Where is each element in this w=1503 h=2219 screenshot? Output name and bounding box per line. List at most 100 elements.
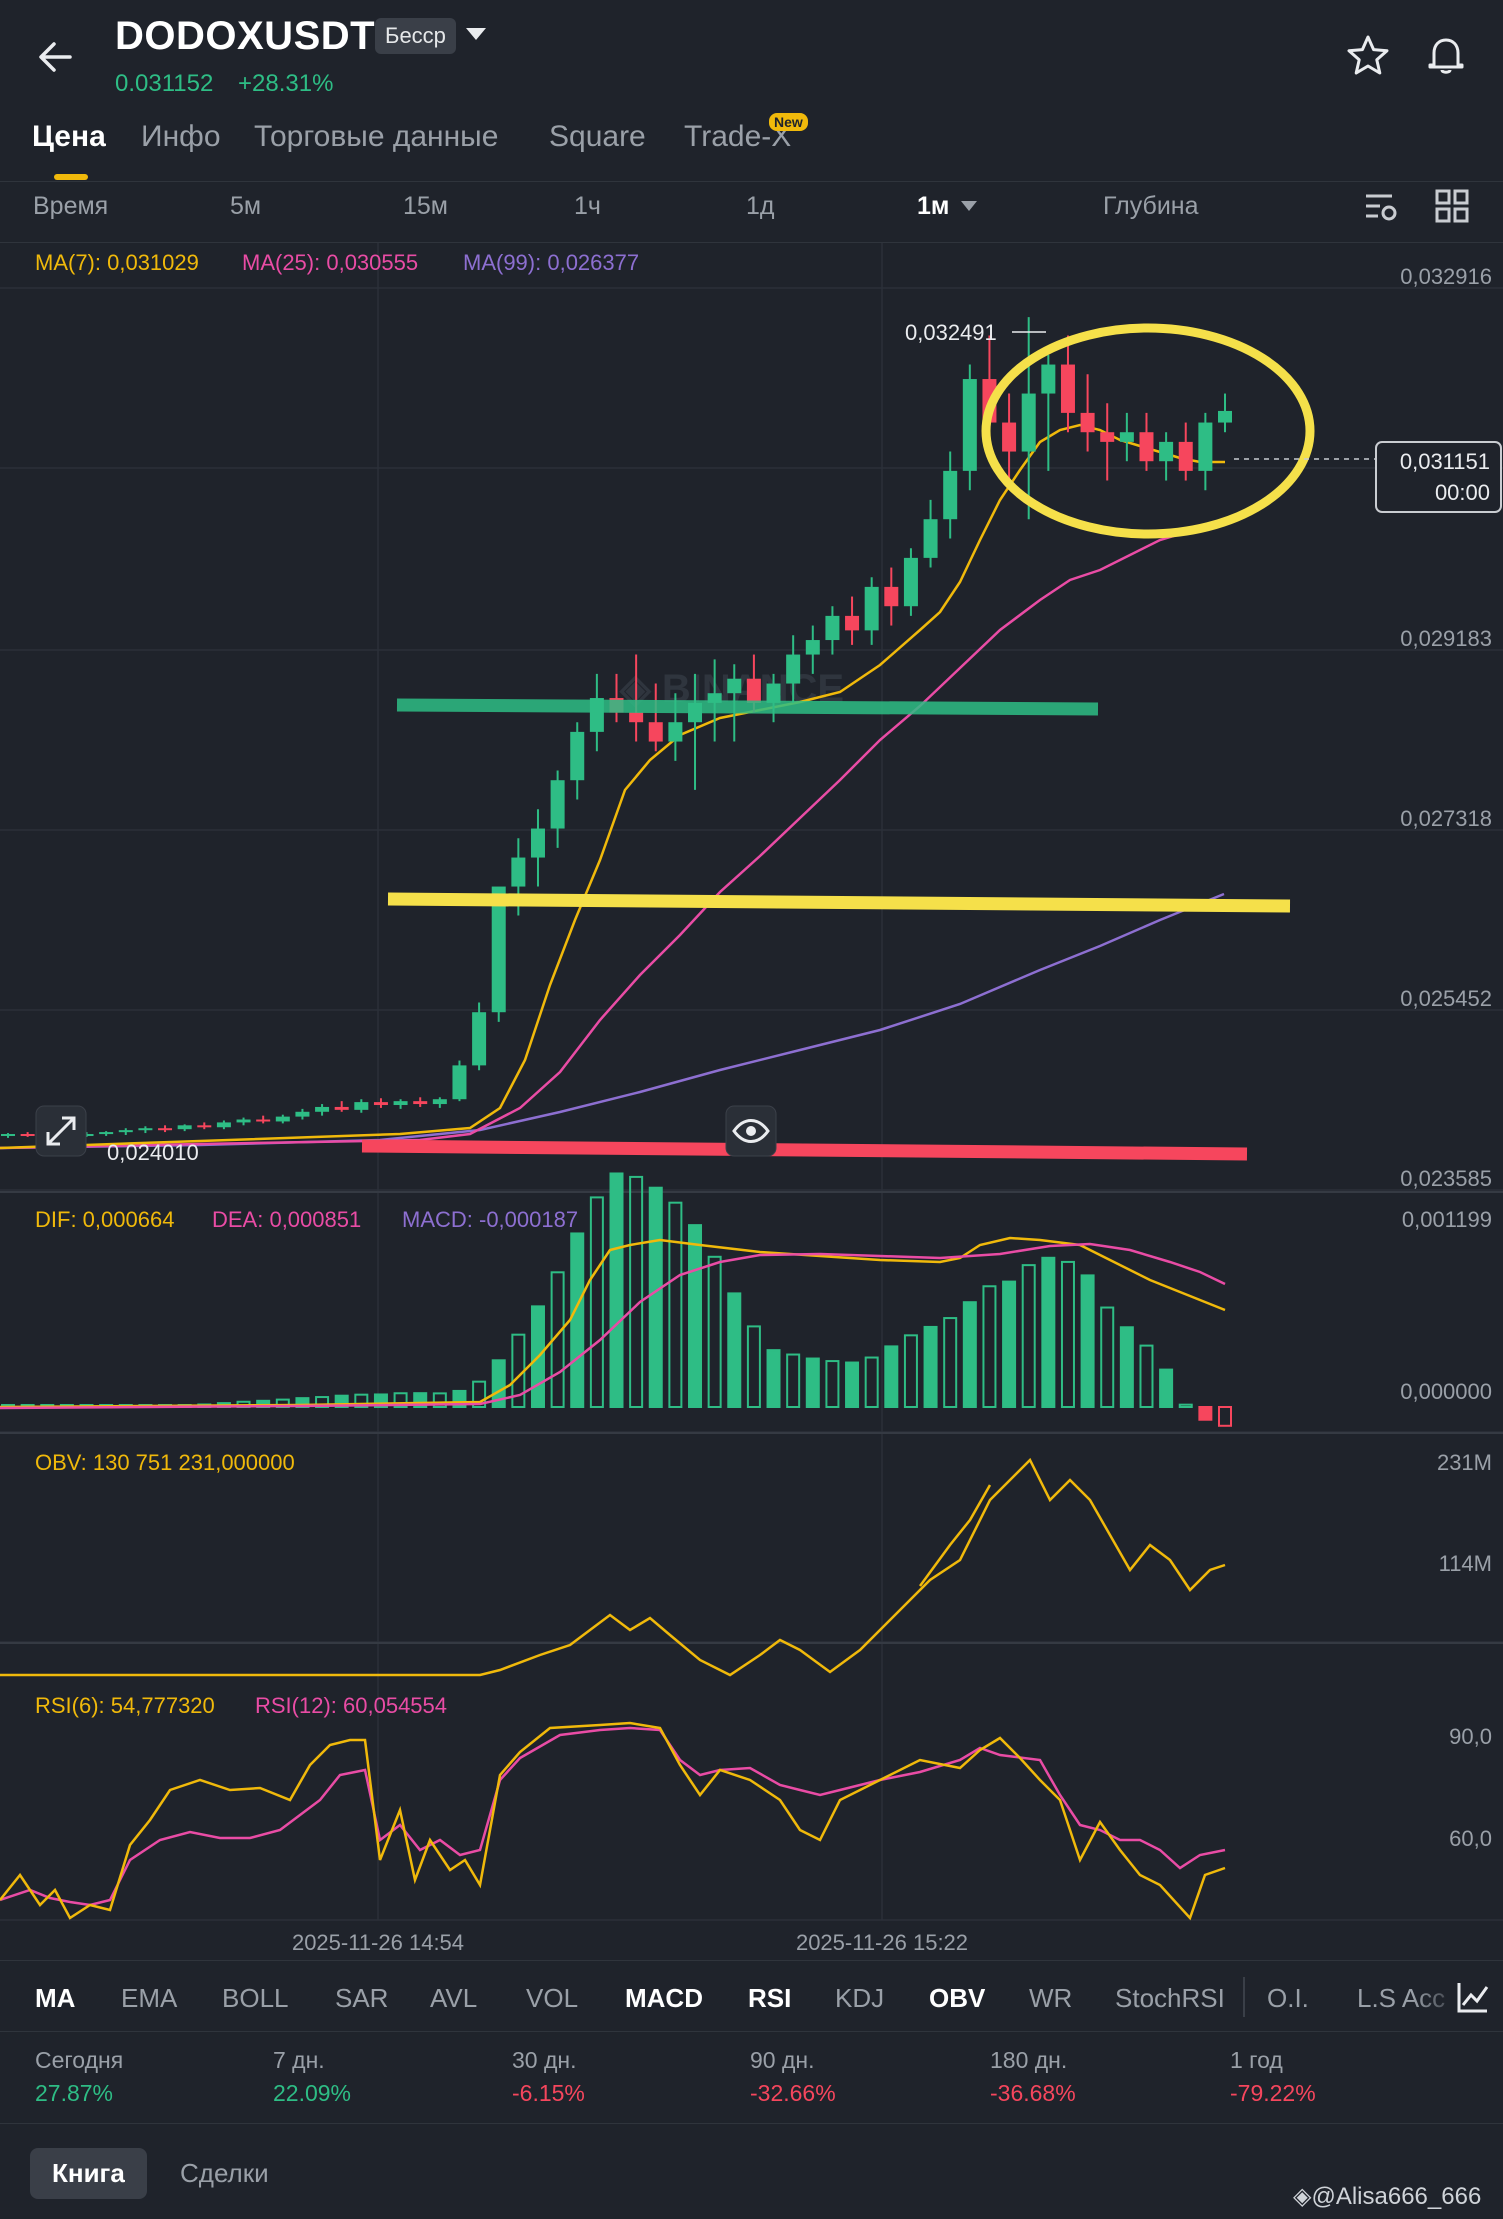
chart-settings-icon[interactable] [1362, 188, 1400, 226]
indicator-macd[interactable]: MACD [625, 1983, 703, 2013]
interval-1m[interactable]: 1м [917, 192, 950, 220]
indicator-ma[interactable]: MA [35, 1983, 76, 2013]
macd-bar [1139, 1344, 1154, 1408]
macd-bar [786, 1353, 801, 1408]
interval-time[interactable]: Время [33, 192, 109, 220]
candle-body [1198, 422, 1213, 471]
macd-histogram [1, 1172, 1232, 1427]
last-price: 0.031152 [115, 70, 214, 97]
candle-body [472, 1012, 487, 1066]
macd-bar [982, 1285, 997, 1409]
indicator-stochrsi[interactable]: StochRSI [1115, 1983, 1225, 2013]
interval-depth[interactable]: Глубина [1103, 192, 1199, 220]
eye-icon[interactable] [725, 1105, 777, 1157]
macd-bar [825, 1360, 840, 1408]
tab-trades[interactable]: Сделки [180, 2158, 269, 2188]
perf-label-today: Сегодня [35, 2047, 124, 2073]
candle-body [786, 654, 801, 684]
tab-square[interactable]: Square [549, 120, 646, 153]
perf-label-1y: 1 год [1230, 2047, 1283, 2073]
macd-bar [1080, 1274, 1095, 1409]
macd-bar [1198, 1406, 1213, 1421]
indicator-vol[interactable]: VOL [526, 1983, 579, 2013]
perf-value-7d: 22.09% [273, 2080, 352, 2106]
candle-body [99, 1132, 114, 1135]
candle-body [256, 1119, 271, 1122]
candle-body [118, 1130, 133, 1133]
back-arrow-icon[interactable] [30, 32, 80, 82]
candle-body [1002, 422, 1017, 452]
candle-body [432, 1099, 447, 1105]
ma25-legend: MA(25): 0,030555 [242, 250, 418, 275]
rsi6-line [0, 1721, 1226, 1921]
divider [0, 2123, 1503, 2124]
perf-label-180d: 180 дн. [990, 2047, 1068, 2073]
macd-bar [589, 1196, 604, 1409]
tab-price[interactable]: Цена [32, 120, 106, 153]
bell-icon[interactable] [1423, 32, 1469, 78]
indicator-ema[interactable]: EMA [121, 1983, 178, 2013]
divider [0, 242, 1503, 243]
macd-dif-legend: DIF: 0,000664 [35, 1207, 174, 1232]
macd-bar [1021, 1264, 1036, 1408]
price-axis-label: 0,029183 [1400, 626, 1492, 651]
indicator-obv[interactable]: OBV [929, 1983, 986, 2013]
time-axis-label: 2025-11-26 14:54 [292, 1930, 464, 1955]
candle-body [1080, 412, 1095, 433]
star-icon[interactable] [1345, 33, 1391, 79]
layout-grid-icon[interactable] [1434, 188, 1470, 224]
indicator-kdj[interactable]: KDJ [835, 1983, 885, 2013]
interval-15m[interactable]: 15м [403, 192, 448, 220]
tab-trading-data[interactable]: Торговые данные [254, 120, 499, 153]
new-badge: New [769, 113, 808, 131]
candle-body [648, 722, 663, 742]
highlight-ellipse [981, 323, 1315, 539]
change-percent: +28.31% [238, 70, 334, 97]
symbol-title[interactable]: DODOXUSDT [115, 14, 376, 58]
candle-body [295, 1111, 310, 1117]
price-chart[interactable]: MA(7): 0,031029 MA(25): 0,030555 MA(99):… [0, 243, 1503, 1960]
time-axis-label: 2025-11-26 15:22 [796, 1930, 968, 1955]
interval-1d[interactable]: 1д [746, 192, 775, 220]
candle-body [1178, 441, 1193, 471]
macd-bar [668, 1201, 683, 1409]
candle-body [962, 379, 977, 471]
interval-5m[interactable]: 5м [230, 192, 262, 220]
macd-bar [1119, 1326, 1134, 1409]
chevron-down-icon[interactable] [961, 201, 977, 211]
price-axis-label: 0,025452 [1400, 986, 1492, 1011]
indicator-oi[interactable]: O.I. [1267, 1983, 1309, 2013]
rsi-axis-label: 90,0 [1449, 1724, 1492, 1749]
indicator-sar[interactable]: SAR [335, 1983, 389, 2013]
perf-value-today: 27.87% [35, 2080, 114, 2106]
indicator-boll[interactable]: BOLL [222, 1983, 289, 2013]
candle-body [530, 828, 545, 858]
candle-body [884, 586, 899, 607]
tab-order-book[interactable]: Книга [30, 2148, 147, 2199]
chart-line-icon[interactable] [1455, 1979, 1491, 2015]
macd-bar [864, 1356, 879, 1408]
macd-bar [1041, 1256, 1056, 1409]
macd-dea-line [0, 1242, 1226, 1410]
candle-body [20, 1134, 35, 1137]
obv-axis-label: 231M [1437, 1450, 1492, 1475]
header: DODOXUSDT Бесср 0.031152 +28.31% [0, 0, 1503, 128]
ma7-legend: MA(7): 0,031029 [35, 250, 199, 275]
chevron-down-icon[interactable] [466, 28, 486, 40]
macd-bar [962, 1301, 977, 1408]
macd-bar [845, 1361, 860, 1408]
candle-body [334, 1106, 349, 1110]
current-price-value: 0,031151 [1400, 449, 1490, 474]
interval-1h[interactable]: 1ч [574, 192, 601, 220]
macd-bar [1178, 1403, 1193, 1408]
support-line-yellow [387, 892, 1291, 913]
indicator-rsi[interactable]: RSI [748, 1983, 792, 2013]
macd-bar [648, 1186, 663, 1408]
expand-icon[interactable] [35, 1105, 87, 1157]
indicator-avl[interactable]: AVL [430, 1983, 478, 2013]
macd-bar [570, 1232, 585, 1409]
tab-info[interactable]: Инфо [141, 120, 221, 153]
indicator-wr[interactable]: WR [1029, 1983, 1073, 2013]
macd-bar [805, 1357, 820, 1408]
candle-body [864, 586, 879, 631]
